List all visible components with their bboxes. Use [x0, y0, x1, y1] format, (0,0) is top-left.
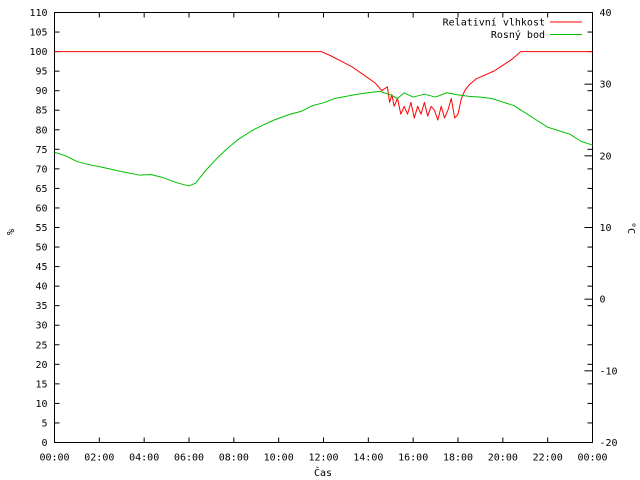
x-tick-label: 06:00	[174, 453, 204, 464]
legend-label: Rosný bod	[491, 29, 545, 41]
y-left-tick-label: 15	[35, 379, 47, 390]
y-right-tick-label: -10	[600, 366, 618, 377]
y-right-tick-label: 20	[600, 151, 612, 162]
x-tick-label: 00:00	[577, 453, 607, 464]
y-left-tick-label: 50	[35, 243, 47, 254]
y-left-tick-label: 75	[35, 145, 47, 156]
y-left-tick-label: 110	[29, 8, 47, 19]
x-tick-label: 02:00	[84, 453, 114, 464]
y-right-tick-label: -20	[600, 438, 618, 449]
y-left-tick-label: 20	[35, 360, 47, 371]
x-tick-label: 00:00	[39, 453, 69, 464]
y-left-tick-label: 70	[35, 164, 47, 175]
x-tick-label: 04:00	[129, 453, 159, 464]
y-left-tick-label: 95	[35, 67, 47, 78]
y-left-tick-label: 60	[35, 203, 47, 214]
y-left-tick-label: 35	[35, 301, 47, 312]
y-left-tick-label: 45	[35, 262, 47, 273]
y-left-tick-label: 100	[29, 47, 47, 58]
y-left-tick-label: 30	[35, 321, 47, 332]
y-left-tick-label: 40	[35, 282, 47, 293]
y-left-tick-label: 25	[35, 340, 47, 351]
y-right-tick-label: 30	[600, 80, 612, 91]
y-right-tick-label: 40	[600, 8, 612, 19]
x-tick-label: 22:00	[533, 453, 563, 464]
x-tick-label: 10:00	[264, 453, 294, 464]
y-left-tick-label: 80	[35, 125, 47, 136]
legend-label: Relativní vlhkost	[443, 17, 545, 29]
y-left-tick-label: 85	[35, 106, 47, 117]
x-tick-label: 16:00	[398, 453, 428, 464]
y-left-tick-label: 55	[35, 223, 47, 234]
x-tick-label: 14:00	[353, 453, 383, 464]
series-group	[54, 51, 593, 187]
y-axis-right-label: °C	[625, 222, 636, 234]
y-left-tick-label: 105	[29, 28, 47, 39]
axes: 0 5 10 15 20 25 30 35 40 45 50 55 60 65 70 75 80 85 90 95 10…	[29, 8, 617, 464]
plot-frame	[54, 12, 593, 443]
y-left-tick-label: 65	[35, 184, 47, 195]
x-axis-label: Čas	[314, 466, 332, 479]
y-left-tick-label: 10	[35, 399, 47, 410]
x-tick-label: 12:00	[308, 453, 338, 464]
y-right-tick-label: 0	[600, 295, 606, 306]
y-left-tick-label: 90	[35, 86, 47, 97]
x-tick-label: 08:00	[219, 453, 249, 464]
y-left-tick-label: 0	[41, 438, 47, 449]
series-line-1	[54, 51, 593, 121]
y-axis-left-label: %	[6, 229, 17, 235]
x-tick-label: 18:00	[443, 453, 473, 464]
y-left-tick-label: 5	[41, 418, 47, 429]
x-tick-label: 20:00	[488, 453, 518, 464]
series-line-2	[54, 90, 593, 187]
y-right-tick-label: 10	[600, 223, 612, 234]
